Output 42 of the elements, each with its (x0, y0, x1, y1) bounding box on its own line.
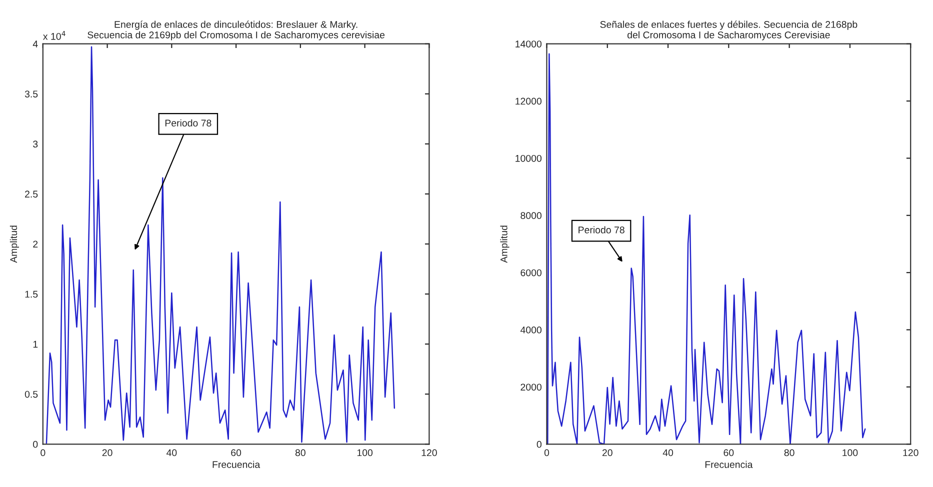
x-tick-label: 0 (544, 449, 550, 456)
y-tick-label: 3.5 (24, 90, 38, 98)
x-tick-label: 20 (602, 449, 612, 456)
x-tick-label: 80 (784, 449, 794, 456)
annotation: Periodo 78 (165, 119, 212, 127)
x-tick-label: 120 (422, 449, 437, 456)
x-tick-label: 20 (102, 449, 112, 456)
y-tick-label: 0.5 (24, 390, 38, 398)
x-tick-label: 100 (842, 449, 858, 456)
y-tick-label: 8000 (520, 212, 542, 220)
y-tick-label: 0 (536, 440, 542, 448)
line-series (547, 53, 866, 444)
y-tick-label: 14000 (516, 40, 542, 48)
y-tick-label: 4000 (520, 326, 542, 334)
x-tick-label: 60 (724, 449, 734, 456)
text: x 10$^{4}$ (43, 31, 66, 40)
y-axis-title: Amplitud (500, 226, 510, 263)
y-tick-label: 2.5 (25, 190, 38, 198)
y-tick-label: 12000 (516, 98, 542, 105)
x-tick-label: 40 (662, 449, 674, 456)
annotation: Periodo 78 (578, 226, 624, 234)
line-series (46, 46, 396, 444)
x-tick-label: 60 (231, 449, 242, 456)
y-tick-label: 4 (32, 40, 38, 48)
x-tick-label: 0 (40, 449, 46, 456)
chart-title: Energía de enlaces de dinculeótidos: Breslauer & Marky. Secuencia de 2169pb del Cromosoma I de Sacharomyces cerevisiae (88, 20, 385, 40)
y-tick-label: 2000 (520, 384, 542, 391)
x-axis-title: Frecuencia (212, 460, 260, 468)
x-tick-label: 100 (357, 449, 373, 456)
x-tick-label: 80 (295, 449, 306, 456)
y-tick-label: 2 (33, 240, 38, 248)
y-tick-label: 0 (33, 440, 38, 448)
y-tick-label: 6000 (520, 269, 542, 276)
y-tick-label: 1 (33, 340, 38, 348)
y-axis-title: Amplitud (10, 226, 19, 263)
x-tick-label: 120 (903, 449, 918, 456)
y-tick-label: 1.5 (25, 290, 38, 298)
x-axis-title: Frecuencia (705, 460, 753, 468)
x-tick-label: 40 (166, 449, 177, 456)
y-tick-label: 10000 (516, 154, 542, 162)
chart-title: Señales de enlaces fuertes y débiles. Secuencia de 2168pb del Cromosoma I de Sacharomyces Cerevisiae (600, 20, 858, 40)
y-tick-label: 3 (33, 140, 38, 148)
